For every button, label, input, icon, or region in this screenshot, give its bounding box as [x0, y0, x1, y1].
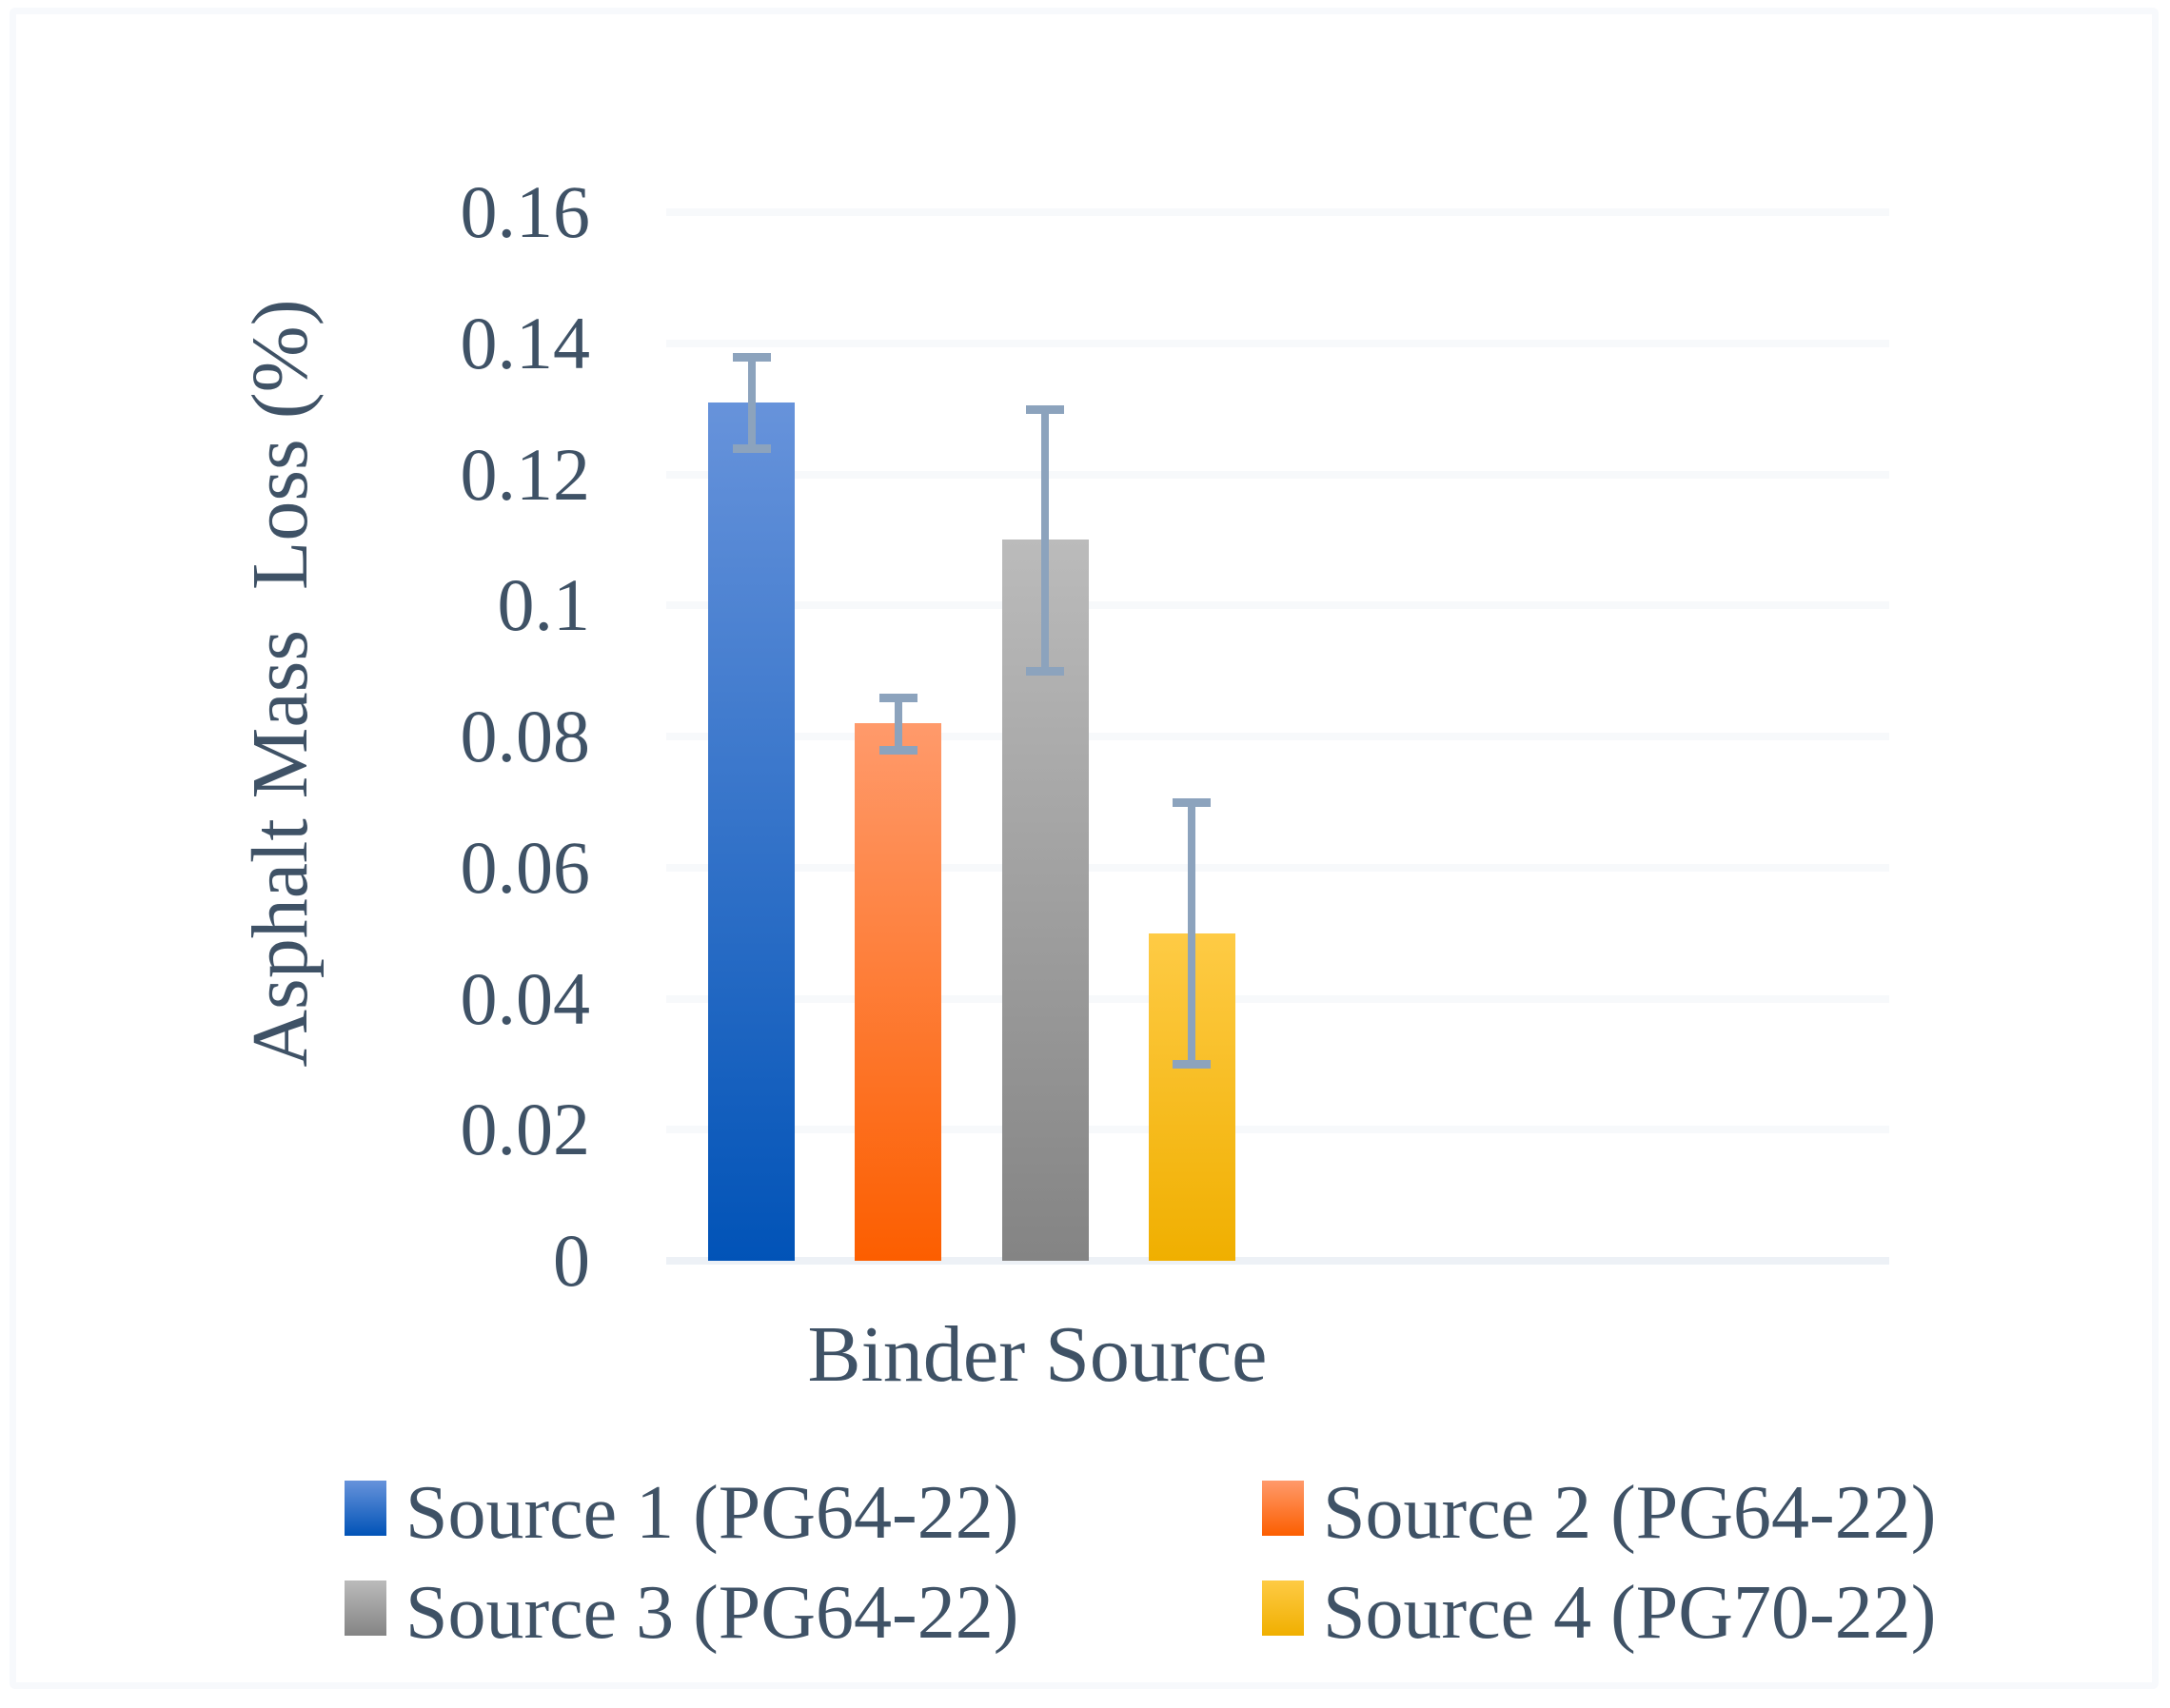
- legend-label: Source 2 (PG64-22): [1323, 1471, 1937, 1555]
- y-tick-label: 0: [553, 1219, 590, 1302]
- error-bar-stem: [1188, 801, 1196, 1065]
- legend-label: Source 3 (PG64-22): [405, 1571, 1019, 1655]
- gridline: [666, 1126, 1889, 1134]
- gridline: [666, 863, 1889, 872]
- legend-label: Source 1 (PG64-22): [405, 1471, 1019, 1555]
- gridline: [666, 994, 1889, 1003]
- error-bar-cap: [878, 693, 917, 702]
- legend-label: Source 4 (PG70-22): [1323, 1571, 1937, 1655]
- gridline: [666, 733, 1889, 740]
- y-tick-label: 0.14: [460, 301, 591, 384]
- y-tick-label: 0.04: [460, 956, 591, 1040]
- legend-item-1: Source 1 (PG64-22): [345, 1473, 1018, 1553]
- legend-item-3: Source 3 (PG64-22): [345, 1573, 1018, 1653]
- legend-swatch: [1262, 1481, 1304, 1536]
- plot-area: [666, 208, 1889, 1265]
- y-tick-label: 0.1: [497, 563, 591, 647]
- y-tick-label: 0.06: [460, 825, 591, 909]
- y-tick-label: 0.16: [460, 170, 591, 253]
- legend-swatch: [345, 1481, 386, 1536]
- error-bar-cap: [878, 745, 917, 755]
- gridline: [666, 208, 1889, 216]
- x-axis-line: [666, 1257, 1889, 1265]
- gridline: [666, 601, 1889, 610]
- error-bar-stem: [1041, 408, 1050, 672]
- error-bar-stem: [894, 697, 902, 750]
- error-bar-cap: [1173, 797, 1212, 807]
- gridline: [666, 470, 1889, 479]
- legend-swatch: [1262, 1580, 1304, 1636]
- y-tick-label: 0.08: [460, 695, 591, 777]
- x-axis-title: Binder Source: [807, 1310, 1268, 1399]
- error-bar-cap: [732, 443, 771, 453]
- bar-1: [708, 402, 795, 1261]
- error-bar-cap: [1026, 404, 1065, 414]
- legend-swatch: [345, 1580, 386, 1636]
- error-bar-cap: [1026, 667, 1065, 677]
- gridline: [666, 339, 1889, 347]
- bar-2: [855, 723, 942, 1261]
- y-tick-label: 0.12: [460, 432, 591, 516]
- legend-item-4: Source 4 (PG70-22): [1262, 1573, 1936, 1653]
- error-bar-cap: [732, 352, 771, 362]
- y-tick-label: 0.02: [460, 1088, 591, 1171]
- legend-item-2: Source 2 (PG64-22): [1262, 1473, 1936, 1553]
- error-bar-cap: [1173, 1060, 1212, 1070]
- y-axis-tick-labels: 0 0.02 0.04 0.06 0.08 0.1 0.12 0.14 0.16: [0, 0, 591, 1708]
- error-bar-stem: [747, 356, 756, 448]
